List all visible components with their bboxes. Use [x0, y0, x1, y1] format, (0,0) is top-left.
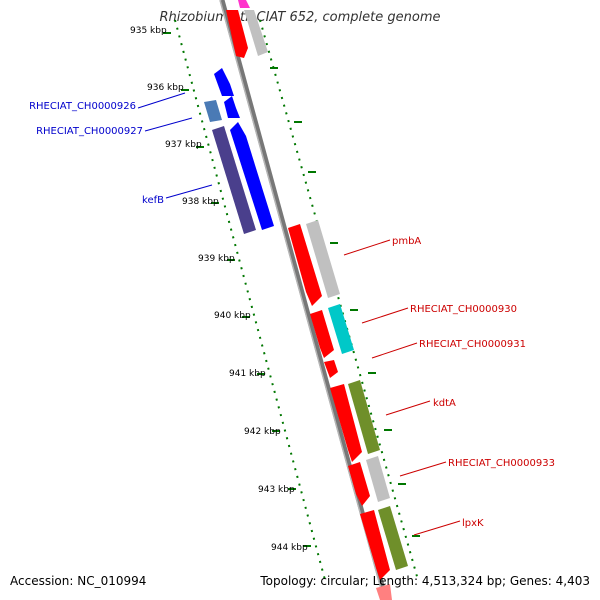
left-label-leaders [137, 92, 213, 199]
genome-summary-text: Topology: circular; Length: 4,513,324 bp… [260, 574, 590, 588]
gene-label-lpxk[interactable]: lpxK [462, 518, 484, 529]
right-ruler-ticks [270, 67, 420, 537]
gene-bottom-partial[interactable] [376, 584, 392, 600]
right-ruler [259, 19, 419, 581]
gene-label-kdta[interactable]: kdtA [433, 398, 456, 409]
ruler-ticks [163, 32, 311, 547]
gene-label-rheciat-ch0000931[interactable]: RHECIAT_CH0000931 [419, 339, 526, 350]
gene-rheciat-ch0000933-grey[interactable] [366, 456, 390, 502]
gene-rheciat-ch0000930[interactable] [310, 310, 334, 358]
gene-label-rheciat-ch0000926[interactable]: RHECIAT_CH0000926 [29, 101, 136, 112]
tick-label: 937 kbp [165, 140, 202, 150]
gene-kefb[interactable] [212, 126, 256, 234]
gene-pmba[interactable] [288, 224, 322, 306]
accession-text: Accession: NC_010994 [10, 574, 147, 588]
genome-backbone-highlight [219, 0, 385, 600]
gene-label-rheciat-ch0000927[interactable]: RHECIAT_CH0000927 [36, 126, 143, 137]
gene-lpxk-olive[interactable] [378, 506, 408, 570]
tick-label: 939 kbp [198, 254, 235, 264]
tick-label: 944 kbp [271, 543, 308, 553]
gene-kdta[interactable] [330, 384, 362, 462]
tick-label: 936 kbp [147, 83, 184, 93]
gene-kefb-blue[interactable] [230, 122, 274, 230]
tick-label: 941 kbp [229, 369, 266, 379]
gene-rheciat-ch0000927[interactable] [224, 96, 240, 118]
gene-lpxk[interactable] [360, 510, 390, 580]
tick-label: 942 kbp [244, 427, 281, 437]
tick-label: 935 kbp [130, 26, 167, 36]
gene-label-rheciat-ch0000930[interactable]: RHECIAT_CH0000930 [410, 304, 517, 315]
gene-pmba-grey[interactable] [306, 220, 340, 298]
tick-label: 943 kbp [258, 485, 295, 495]
gene-top-grey[interactable] [244, 10, 268, 56]
left-ruler [174, 19, 326, 581]
gene-rheciat-ch0000931[interactable] [324, 360, 338, 378]
gene-label-kefb[interactable]: kefB [142, 195, 164, 206]
gene-features [204, 0, 408, 600]
gene-kdta-olive[interactable] [348, 380, 380, 454]
right-label-leaders [343, 239, 461, 536]
gene-label-pmba[interactable]: pmbA [392, 236, 421, 247]
gene-rheciat-ch0000926[interactable] [214, 68, 234, 96]
gene-top-magenta[interactable] [238, 0, 250, 8]
gene-label-rheciat-ch0000933[interactable]: RHECIAT_CH0000933 [448, 458, 555, 469]
tick-label: 940 kbp [214, 311, 251, 321]
gene-top-red[interactable] [226, 10, 248, 58]
gene-rheciat-ch0000933[interactable] [348, 462, 370, 506]
gene-steel-block[interactable] [204, 100, 222, 122]
gene-rheciat-ch0000930-cyan[interactable] [328, 304, 354, 354]
tick-label: 938 kbp [182, 197, 219, 207]
genome-backbone [219, 0, 389, 600]
